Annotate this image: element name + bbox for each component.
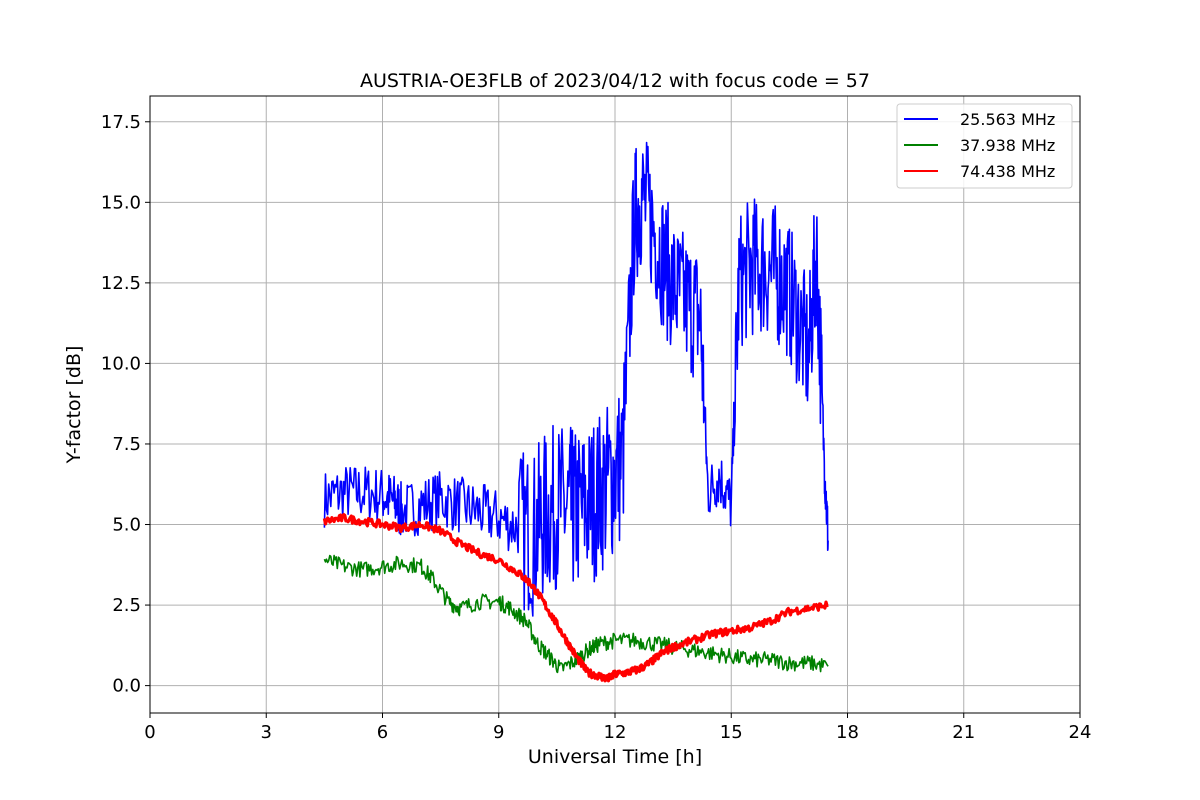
x-tick-label: 18 <box>836 722 859 743</box>
x-axis-label: Universal Time [h] <box>528 746 702 768</box>
legend: 25.563 MHz 37.938 MHz 74.438 MHz <box>896 103 1073 189</box>
x-tick-label: 0 <box>144 722 155 743</box>
legend-label-3: 74.438 MHz <box>960 162 1055 181</box>
y-tick-label: 2.5 <box>112 595 141 616</box>
y-tick-label: 5.0 <box>112 515 141 536</box>
y-tick-label: 0.0 <box>112 676 141 697</box>
x-tick-label: 24 <box>1069 722 1092 743</box>
y-tick-label: 12.5 <box>101 273 141 294</box>
legend-label-1: 25.563 MHz <box>960 110 1055 129</box>
y-tick-label: 17.5 <box>101 112 141 133</box>
chart-title: AUSTRIA-OE3FLB of 2023/04/12 with focus … <box>360 70 870 92</box>
y-tick-label: 10.0 <box>101 353 141 374</box>
x-tick-label: 15 <box>720 722 743 743</box>
y-axis-label: Y-factor [dB] <box>63 346 85 465</box>
series-line-1 <box>323 141 829 617</box>
x-tick-label: 3 <box>261 722 272 743</box>
grid <box>149 96 1081 713</box>
x-tick-label: 9 <box>493 722 504 743</box>
legend-label-2: 37.938 MHz <box>960 136 1055 155</box>
legend-box <box>896 103 1073 189</box>
x-tick-label: 21 <box>952 722 975 743</box>
x-tick-label: 12 <box>604 722 627 743</box>
y-tick-label: 15.0 <box>101 192 141 213</box>
ticks: 0 3 6 9 12 15 18 21 24 0.0 2.5 5.0 7.5 10.0 12.5 15.0 17… <box>101 112 1092 743</box>
series-line-2 <box>323 554 829 674</box>
y-tick-label: 7.5 <box>112 434 141 455</box>
plot-area <box>322 141 829 683</box>
series-line-3 <box>322 512 829 683</box>
x-tick-label: 6 <box>377 722 388 743</box>
